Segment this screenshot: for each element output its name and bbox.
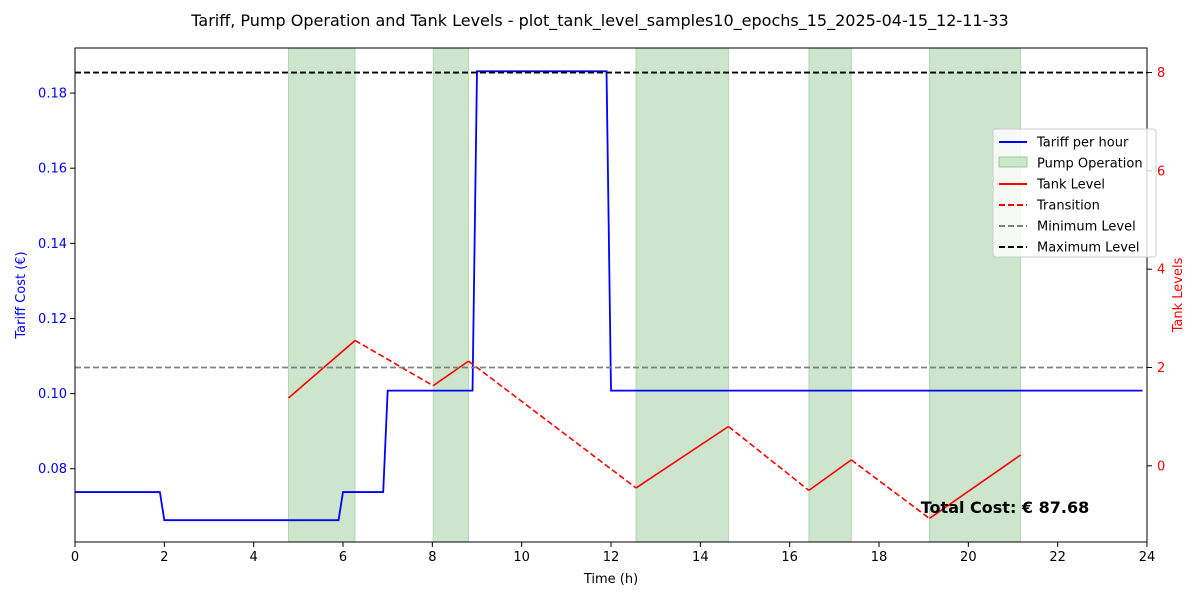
x-tick-label: 0 [71,550,79,565]
tank-level-segment [432,360,469,387]
tariff-series-line [75,70,1143,522]
x-tick-label: 2 [160,550,168,565]
legend-label-max-level: Maximum Level [1037,241,1140,256]
x-tick-label: 16 [781,550,798,565]
pump-operation-span [928,47,1022,543]
y-right-tick-label: 0 [1157,459,1165,474]
legend-label-pump: Pump Operation [1037,157,1143,172]
y-left-tick-label: 0.08 [38,462,67,477]
pump-operation-span [635,47,729,543]
y-left-tick-label: 0.14 [38,237,67,252]
legend-box [992,128,1157,258]
x-tick-label: 8 [428,550,436,565]
total-cost-annotation: Total Cost: € 87.68 [921,498,1089,517]
x-tick-label: 6 [339,550,347,565]
chart-title: Tariff, Pump Operation and Tank Levels -… [190,11,1008,31]
y-right-tick-label: 6 [1157,164,1165,179]
plot-area [75,47,1147,543]
legend-label-tank: Tank Level [1036,178,1105,193]
x-tick-label: 12 [603,550,620,565]
tank-level-segment [929,454,1022,520]
y-left-tick-label: 0.10 [38,387,67,402]
y-axis-right-label: Tank Levels [1171,257,1186,333]
y-axis-right: 0 2 4 6 8 [1147,66,1165,474]
y-right-tick-label: 8 [1157,66,1165,81]
x-tick-label: 20 [960,550,977,565]
legend-label-transition: Transition [1036,199,1100,214]
pump-operation-span [288,47,356,543]
y-left-tick-label: 0.18 [38,87,67,102]
legend-swatch-pump [998,156,1028,168]
y-right-tick-label: 4 [1157,263,1165,278]
x-axis-label: Time (h) [583,572,638,587]
transition-segment [468,360,637,489]
pump-operation-span [432,47,470,543]
x-tick-label: 10 [513,550,530,565]
pump-operation-span [808,47,852,543]
legend-label-min-level: Minimum Level [1037,220,1136,235]
y-axis-left-label: Tariff Cost (€) [14,251,29,339]
legend-label-tariff: Tariff per hour [1036,136,1129,151]
transition-segment [850,459,930,520]
x-tick-label: 4 [250,550,258,565]
y-axis-left: 0.08 0.10 0.12 0.14 0.16 0.18 [38,87,75,477]
x-tick-label: 24 [1139,550,1156,565]
x-tick-label: 22 [1049,550,1066,565]
transition-segment [354,339,434,387]
x-tick-label: 18 [871,550,888,565]
tank-level-segment [808,459,852,492]
x-tick-label: 14 [692,550,709,565]
x-axis: 0 2 4 6 8 10 12 14 16 18 20 22 24 [71,542,1155,565]
y-left-tick-label: 0.12 [38,312,67,327]
tank-level-segment [635,425,729,489]
y-left-tick-label: 0.16 [38,162,67,177]
y-right-tick-label: 2 [1157,361,1165,376]
legend: Tariff per hour Pump Operation Tank Leve… [992,128,1157,258]
transition-segment [727,425,810,492]
tank-level-segment [287,339,356,399]
